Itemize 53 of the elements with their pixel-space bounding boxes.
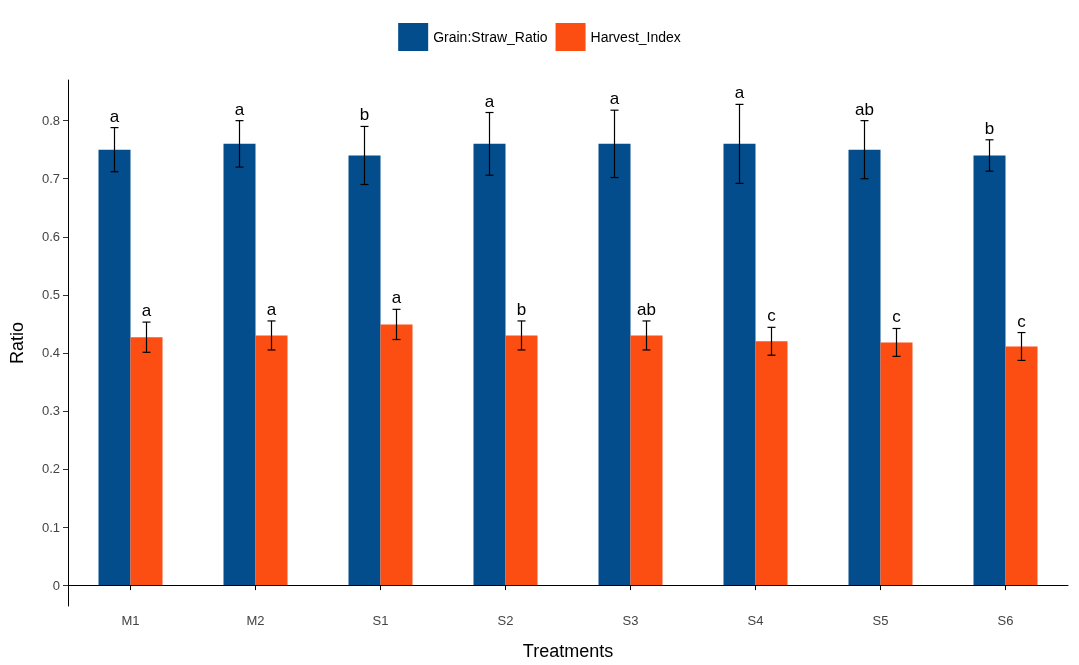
annotation: a xyxy=(484,91,495,111)
annotation: a xyxy=(734,83,745,103)
bar xyxy=(598,143,631,586)
bar xyxy=(1005,346,1038,586)
annotation: a xyxy=(391,288,402,308)
y-tick-label: 0 xyxy=(52,577,60,593)
annotation: b xyxy=(359,105,370,125)
annotation: ab xyxy=(855,99,874,119)
x-tick-label: M2 xyxy=(246,613,265,628)
x-tick-label: M1 xyxy=(121,613,140,628)
annotation: a xyxy=(266,299,277,319)
x-tick-label: S4 xyxy=(747,613,764,628)
annotation: ab xyxy=(637,299,656,319)
bar xyxy=(630,335,663,586)
y-tick-label: 0.3 xyxy=(41,403,60,419)
annotation: b xyxy=(516,299,527,319)
y-tick-label: 0.8 xyxy=(41,113,60,129)
x-tick-label: S1 xyxy=(372,613,389,628)
y-tick-label: 0.4 xyxy=(41,345,60,361)
annotation: a xyxy=(234,99,245,119)
bar xyxy=(130,337,163,586)
legend-label: Grain:Straw_Ratio xyxy=(433,29,548,45)
annotation: a xyxy=(109,106,120,126)
bar xyxy=(848,149,881,586)
annotation: c xyxy=(767,306,777,326)
x-axis-title: Treatments xyxy=(522,641,614,661)
bar xyxy=(723,143,756,586)
annotation: b xyxy=(984,118,995,138)
annotation: c xyxy=(1017,311,1027,331)
y-tick-label: 0.5 xyxy=(41,287,60,303)
bar xyxy=(973,155,1006,586)
bar xyxy=(473,143,506,586)
annotation: c xyxy=(892,307,902,327)
x-tick-label: S5 xyxy=(872,613,889,628)
y-tick-label: 0.1 xyxy=(41,519,60,535)
annotation: a xyxy=(609,89,620,109)
bar xyxy=(98,149,131,586)
bar xyxy=(348,155,381,586)
bar xyxy=(755,341,788,586)
x-tick-label: S2 xyxy=(497,613,514,628)
bar xyxy=(880,342,913,586)
bar xyxy=(505,335,538,586)
x-tick-label: S6 xyxy=(997,613,1014,628)
y-tick-label: 0.7 xyxy=(41,171,60,187)
bar xyxy=(223,143,256,586)
legend-label: Harvest_Index xyxy=(590,29,681,45)
y-tick-label: 0.6 xyxy=(41,229,60,245)
annotation: a xyxy=(141,301,152,321)
bar xyxy=(255,335,288,586)
bar xyxy=(380,324,413,586)
x-tick-label: S3 xyxy=(622,613,639,628)
y-tick-label: 0.2 xyxy=(41,461,60,477)
y-axis-title: Ratio xyxy=(7,321,27,365)
